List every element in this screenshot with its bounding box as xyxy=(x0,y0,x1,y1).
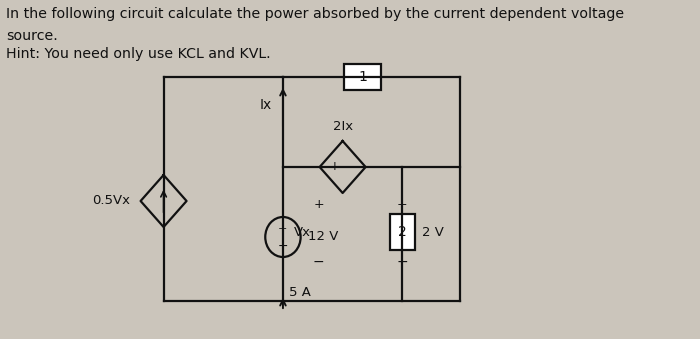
Text: 12 V: 12 V xyxy=(308,231,338,243)
Text: +: + xyxy=(330,160,340,174)
Text: 5 A: 5 A xyxy=(289,286,311,299)
Text: +: + xyxy=(314,198,324,211)
Text: 2Ix: 2Ix xyxy=(332,120,353,133)
Text: 0.5Vx: 0.5Vx xyxy=(92,195,130,207)
FancyBboxPatch shape xyxy=(390,214,414,250)
Text: −: − xyxy=(313,255,325,269)
Text: Ix: Ix xyxy=(260,98,272,112)
Text: 2: 2 xyxy=(398,225,407,239)
Text: −: − xyxy=(396,255,408,269)
Text: −: − xyxy=(278,239,288,253)
FancyBboxPatch shape xyxy=(344,64,381,90)
Text: 2 V: 2 V xyxy=(422,225,444,239)
Text: +: + xyxy=(397,198,407,211)
Text: Hint: You need only use KCL and KVL.: Hint: You need only use KCL and KVL. xyxy=(6,47,271,61)
Text: In the following circuit calculate the power absorbed by the current dependent v: In the following circuit calculate the p… xyxy=(6,7,624,21)
Text: source.: source. xyxy=(6,29,58,43)
Text: Vx: Vx xyxy=(294,225,312,239)
Text: 1: 1 xyxy=(358,70,367,84)
Text: −: − xyxy=(347,160,359,174)
Text: +: + xyxy=(279,224,288,234)
